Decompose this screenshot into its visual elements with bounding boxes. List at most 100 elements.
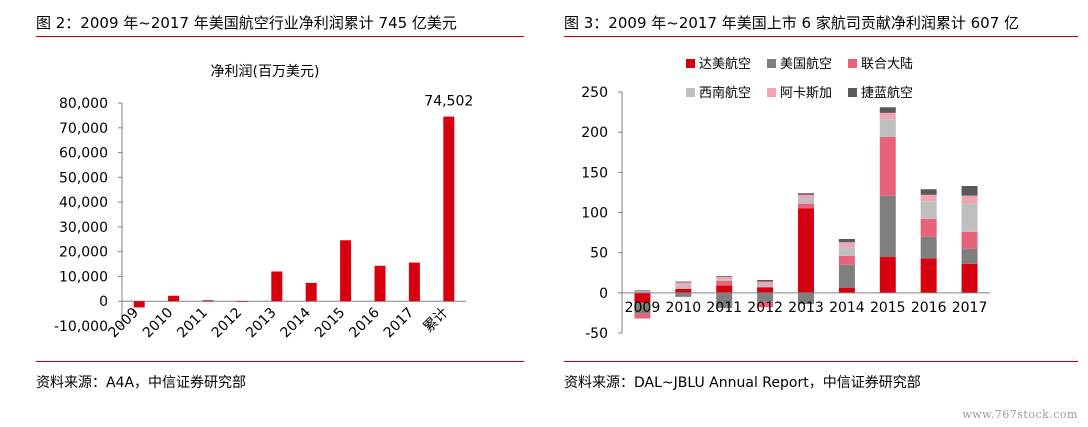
x-tick-label: 2015 — [870, 300, 906, 316]
stacked-bar-segment — [716, 285, 733, 293]
stacked-bar-segment — [920, 194, 937, 202]
y-tick-label: 60,000 — [59, 146, 108, 162]
stacked-bar-segment — [675, 292, 692, 297]
stacked-bar-segment — [757, 287, 774, 293]
stacked-bar-segment — [798, 203, 814, 209]
x-tick-label: 2011 — [174, 305, 211, 342]
right-source-note: 资料来源：DAL~JBLU Annual Report，中信证券研究部 — [564, 375, 921, 391]
x-tick-label: 2017 — [952, 300, 988, 316]
left-source-rule — [36, 361, 524, 362]
left-title-rule — [36, 36, 524, 37]
legend-swatch — [686, 59, 695, 68]
stacked-bar-segment — [757, 281, 774, 284]
net-profit-bar — [305, 282, 317, 302]
x-tick-label: 2010 — [140, 305, 177, 342]
stacked-bar-segment — [798, 194, 814, 199]
stacked-bar-segment — [634, 290, 651, 292]
x-tick-label: 2013 — [788, 300, 824, 316]
y-tick-label: 80,000 — [59, 96, 108, 112]
stacked-bar-segment — [879, 112, 896, 120]
left-figure-title: 图 2：2009 年~2017 年美国航空行业净利润累计 745 亿美元 — [36, 14, 457, 32]
stacked-bar-segment — [634, 302, 651, 314]
x-tick-label: 2014 — [829, 300, 865, 316]
net-profit-bar — [374, 265, 386, 302]
stacked-bar-segment — [920, 189, 937, 195]
stacked-bar-segment — [879, 136, 896, 196]
stacked-bar-segment — [838, 239, 855, 243]
net-profit-bar-chart: 净利润(百万美元) 80,000 70,000 60,000 50,000 40,000 3… — [54, 64, 473, 342]
net-profit-bar — [340, 240, 352, 302]
y-tick-label: 250 — [581, 85, 608, 101]
y-tick-label: 50 — [590, 246, 608, 262]
x-tick-label: 2009 — [625, 300, 661, 316]
stacked-bar-segment — [675, 288, 692, 293]
stacked-bar-segment — [757, 292, 774, 302]
x-tick-label: 2009 — [106, 305, 143, 342]
stacked-bar-segment — [961, 195, 978, 204]
stacked-bar-segment — [634, 292, 651, 303]
x-tick-label: 2017 — [381, 305, 418, 342]
stacked-bar-segment — [716, 292, 733, 309]
legend-label: 联合大陆 — [861, 56, 913, 72]
x-tick-label: 2011 — [706, 300, 742, 316]
stacked-bar-segment — [961, 231, 978, 249]
legend-label: 美国航空 — [780, 56, 832, 72]
stacked-bar-segment — [920, 218, 937, 237]
x-tick-label: 2016 — [911, 300, 947, 316]
legend-swatch — [767, 88, 776, 97]
stacked-bar-segment — [757, 279, 774, 282]
stacked-bar-segment — [838, 247, 855, 256]
net-profit-bar — [443, 116, 455, 302]
stacked-bar-segment — [961, 263, 978, 293]
y-tick-label: 0 — [99, 294, 108, 310]
x-tick-label: 2010 — [666, 300, 702, 316]
data-label: 74,502 — [424, 94, 473, 110]
left-source-note: 资料来源：A4A，中信证券研究部 — [36, 375, 247, 391]
stacked-bar-segment — [716, 276, 733, 280]
right-figure-panel: 图 3：2009 年~2017 年美国上市 6 家航司贡献净利润累计 607 亿… — [556, 0, 1088, 427]
stacked-bar-segment — [675, 282, 692, 285]
chart-title: 净利润(百万美元) — [211, 64, 320, 80]
y-tick-label: -10,000 — [54, 319, 108, 335]
site-watermark: www.767stock.com — [962, 408, 1078, 421]
y-tick-label: 100 — [581, 206, 608, 222]
stacked-bar-segment — [879, 107, 896, 113]
stacked-bar-segment — [879, 195, 896, 257]
stacked-bar-segment — [961, 185, 978, 196]
y-tick-label: 150 — [581, 165, 608, 181]
x-tick-label: 累计 — [421, 305, 452, 336]
stacked-bar-segment — [920, 201, 937, 219]
net-profit-bar — [202, 300, 214, 302]
net-profit-bar — [408, 262, 420, 302]
stacked-bar-segment — [634, 291, 651, 293]
stacked-bar-segment — [798, 292, 814, 305]
net-profit-bar — [236, 301, 248, 302]
right-figure-title: 图 3：2009 年~2017 年美国上市 6 家航司贡献净利润累计 607 亿 — [564, 14, 1020, 32]
stacked-bar-segment — [838, 288, 855, 293]
right-title-rule — [564, 36, 1078, 37]
y-tick-label: 50,000 — [59, 170, 108, 186]
right-source-rule — [564, 361, 1078, 362]
stacked-bar-segment — [879, 119, 896, 137]
legend-label: 达美航空 — [699, 56, 751, 72]
net-profit-bar — [168, 295, 180, 302]
y-tick-label: 40,000 — [59, 195, 108, 211]
stacked-bar-segment — [716, 275, 733, 277]
stacked-bar-segment — [838, 242, 855, 248]
left-figure-panel: 图 2：2009 年~2017 年美国航空行业净利润累计 745 亿美元 净利润… — [0, 0, 530, 427]
x-tick-label: 2012 — [747, 300, 783, 316]
y-tick-label: 70,000 — [59, 121, 108, 137]
stacked-bar-segment — [716, 280, 733, 286]
stacked-bar-segment — [757, 283, 774, 288]
stacked-bar-segment — [757, 301, 774, 308]
stacked-bar-segment — [838, 255, 855, 265]
stacked-bar-segment — [675, 284, 692, 289]
stacked-bar-segment — [879, 256, 896, 293]
stacked-bar-segment — [675, 281, 692, 283]
legend-label: 西南航空 — [699, 85, 751, 101]
legend-swatch — [767, 59, 776, 68]
stacked-bar-segment — [798, 208, 814, 293]
stacked-bar-segment — [838, 264, 855, 289]
legend-label: 阿卡斯加 — [780, 86, 832, 101]
